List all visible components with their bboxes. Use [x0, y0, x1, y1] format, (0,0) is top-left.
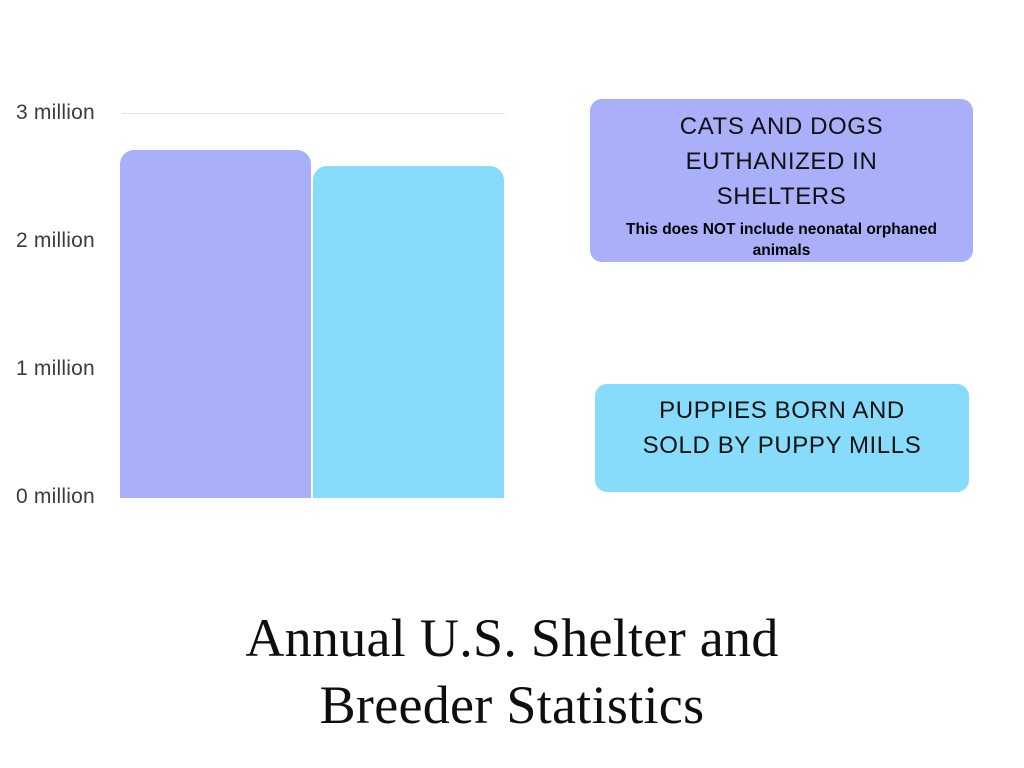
legend-title-euthanized: CATS AND DOGS EUTHANIZED IN SHELTERS	[679, 113, 884, 210]
y-tick-label-2-million: 2 million	[16, 229, 95, 252]
bar-cats-and-dogs-euthanized	[120, 150, 311, 498]
y-tick-label-1-million: 1 million	[16, 357, 95, 380]
y-tick-label-0-million: 0 million	[16, 485, 95, 508]
y-tick-label-3-million: 3 million	[16, 101, 95, 124]
page-title: Annual U.S. Shelter and Breeder Statisti…	[245, 608, 779, 735]
legend-item-puppies-born-sold-puppy-mills: PUPPIES BORN AND SOLD BY PUPPY MILLS	[595, 384, 969, 492]
bar-puppies-born-sold-puppy-mills	[313, 165, 504, 498]
legend-item-cats-and-dogs-euthanized: CATS AND DOGS EUTHANIZED IN SHELTERS Thi…	[590, 99, 973, 262]
legend-subtitle-euthanized: This does NOT include neonatal orphaned …	[626, 221, 937, 259]
bar-chart: 3 million 2 million 1 million 0 million	[0, 0, 560, 540]
gridline-3-million	[122, 113, 505, 114]
legend-title-puppymills: PUPPIES BORN AND SOLD BY PUPPY MILLS	[642, 397, 922, 459]
plot-area	[0, 0, 560, 498]
